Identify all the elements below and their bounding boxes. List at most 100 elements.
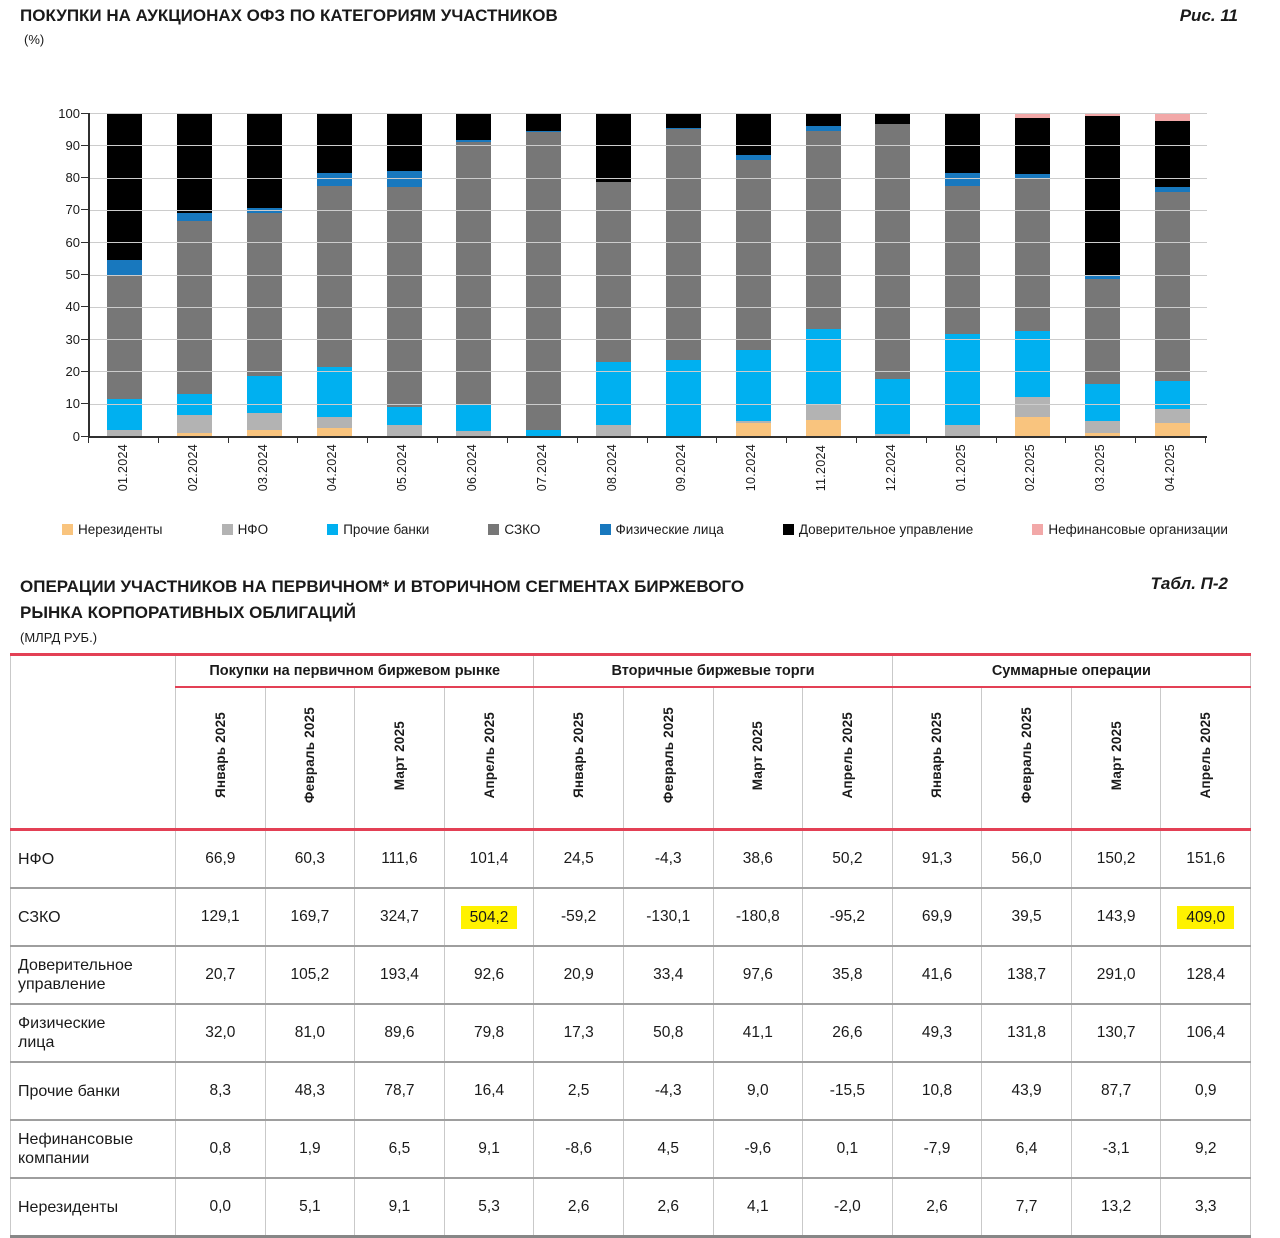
table-cell: 151,6 <box>1160 829 1252 889</box>
bar-segment <box>1014 113 1050 118</box>
legend-label: Нерезиденты <box>78 522 163 537</box>
legend-label: Прочие банки <box>343 522 430 537</box>
stacked-bar <box>805 113 841 436</box>
stacked-bar <box>665 113 701 436</box>
bar-segment <box>875 124 911 380</box>
bar-slot <box>788 113 858 436</box>
month-header-text: Март 2025 <box>750 720 766 791</box>
table-cell: 60,3 <box>265 829 356 889</box>
table-cell: 131,8 <box>981 1004 1072 1063</box>
x-tick-label-text: 06.2024 <box>464 444 479 492</box>
bar-segment <box>107 260 143 277</box>
bar-segment <box>945 185 981 335</box>
table-units-label: (МЛРД РУБ.) <box>20 630 98 645</box>
month-header-cell: Март 2025 <box>713 687 804 831</box>
legend-swatch-icon <box>221 524 233 535</box>
bar-segment <box>386 113 422 172</box>
table-cell: -95,2 <box>802 888 893 947</box>
table-cell: 50,2 <box>802 829 893 889</box>
ops-table-section: ОПЕРАЦИИ УЧАСТНИКОВ НА ПЕРВИЧНОМ* И ВТОР… <box>0 574 1280 1238</box>
bar-segment <box>805 113 841 126</box>
stacked-bar <box>526 113 562 436</box>
bar-segment <box>1154 423 1190 436</box>
y-tick-mark <box>81 403 88 405</box>
x-tick-label: 01.2024 <box>88 444 158 491</box>
month-header-cell: Январь 2025 <box>533 687 624 831</box>
table-cell: 33,4 <box>623 946 714 1005</box>
bar-segment <box>735 423 771 436</box>
y-tick-label: 50 <box>65 267 80 282</box>
group-header-row: Покупки на первичном биржевом рынке Втори… <box>10 653 1252 688</box>
stacked-bar <box>1014 113 1050 436</box>
row-label-cell: Нефинансовые компании <box>10 1120 176 1179</box>
x-tick-label: 07.2024 <box>507 444 577 491</box>
table-title-line2: РЫНКА КОРПОРАТИВНЫХ ОБЛИГАЦИЙ <box>20 603 357 622</box>
bar-segment <box>1084 276 1120 280</box>
bar-segment <box>456 140 492 143</box>
table-cell: 130,7 <box>1071 1004 1162 1063</box>
legend-item: Прочие банки <box>327 522 429 537</box>
gridline <box>90 403 1207 405</box>
ops-table: Покупки на первичном биржевом рынке Втори… <box>10 653 1252 1238</box>
month-header-text: Февраль 2025 <box>1019 707 1035 804</box>
table-cell: 35,8 <box>802 946 893 1005</box>
month-header-text: Январь 2025 <box>571 712 587 799</box>
table-cell: 50,8 <box>623 1004 714 1063</box>
x-tick-label: 09.2024 <box>647 444 717 491</box>
table-cell: 20,7 <box>175 946 266 1005</box>
gridline <box>90 274 1207 276</box>
table-cell: 5,1 <box>265 1178 356 1238</box>
table-cell: 97,6 <box>713 946 804 1005</box>
legend-item: Доверительное управление <box>782 522 973 537</box>
bar-slot <box>858 113 928 436</box>
legend-item: Нефинансовые организации <box>1032 522 1228 537</box>
bar-slot <box>649 113 719 436</box>
bar-segment <box>805 125 841 131</box>
x-tick-mark <box>646 437 648 443</box>
x-tick-label-text: 07.2024 <box>534 444 549 492</box>
y-tick-label: 70 <box>65 202 80 218</box>
table-cell: 41,6 <box>892 946 983 1005</box>
x-tick-label: 02.2024 <box>158 444 228 491</box>
bar-segment <box>596 424 632 436</box>
bar-slot <box>579 113 649 436</box>
x-tick-label: 06.2024 <box>437 444 507 491</box>
bar-segment <box>177 213 213 222</box>
bar-segment <box>735 350 771 422</box>
month-header-text: Январь 2025 <box>929 712 945 799</box>
bar-segment <box>875 434 911 436</box>
month-header-cell: Апрель 2025 <box>1160 687 1252 831</box>
table-cell: 32,0 <box>175 1004 266 1063</box>
table-cell: -4,3 <box>623 829 714 889</box>
table-row: Прочие банки 8,3 48,3 78,7 16,4 2,5 -4,3 9,0 -15… <box>10 1062 1252 1121</box>
x-tick-label-text: 01.2025 <box>953 444 968 492</box>
row-label-cell: Физические лица <box>10 1004 176 1063</box>
table-cell: 291,0 <box>1071 946 1162 1005</box>
table-cell: 91,3 <box>892 829 983 889</box>
month-header-text: Январь 2025 <box>212 712 228 799</box>
bar-segment <box>526 113 562 131</box>
bar-slot <box>1137 113 1207 436</box>
x-tick-label: 11.2024 <box>786 444 856 491</box>
stacked-bar <box>1084 113 1120 436</box>
bar-segment <box>1014 397 1050 417</box>
bar-slot <box>90 113 160 436</box>
table-cell: -130,1 <box>623 888 714 947</box>
legend-item: НФО <box>221 522 268 537</box>
table-row: НФО 66,9 60,3 111,6 101,4 24,5 -4,3 38,6 50,2 91,… <box>10 829 1252 889</box>
table-row: Физические лица 32,0 81,0 89,6 79,8 17,3 50,8 4… <box>10 1004 1252 1063</box>
bar-segment <box>456 405 492 432</box>
ofz-chart: ПОКУПКИ НА АУКЦИОНАХ ОФЗ ПО КАТЕГОРИЯМ У… <box>0 0 1280 558</box>
table-cell: 143,9 <box>1071 888 1162 947</box>
y-tick-mark <box>81 274 88 275</box>
table-cell: 2,6 <box>892 1178 983 1238</box>
y-tick-mark <box>81 112 88 114</box>
table-cell: 324,7 <box>354 888 445 947</box>
x-tick-label-text: 10.2024 <box>744 444 759 492</box>
table-cell: 48,3 <box>265 1062 356 1121</box>
y-tick-mark <box>81 435 88 437</box>
table-row: Нерезиденты 0,0 5,1 9,1 5,3 2,6 2,6 4,1 -2,0 2,6 7… <box>10 1178 1252 1238</box>
bar-segment <box>1084 279 1120 385</box>
bar-segment <box>107 276 143 399</box>
bar-segment <box>247 429 283 436</box>
